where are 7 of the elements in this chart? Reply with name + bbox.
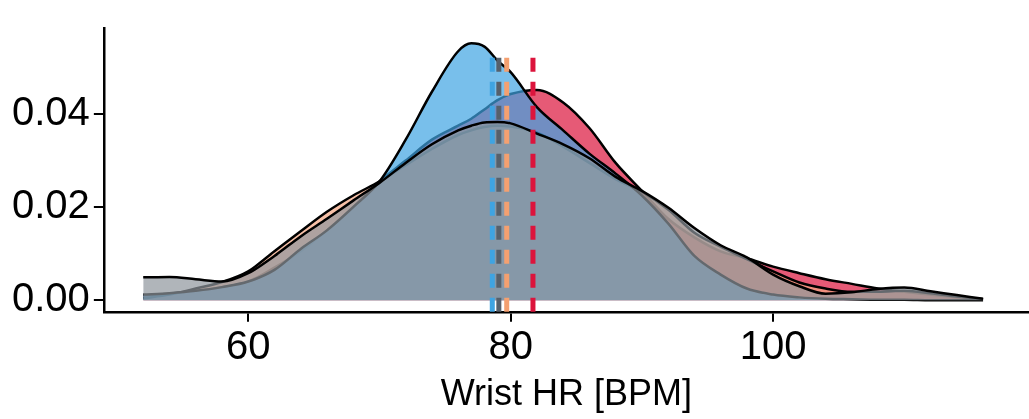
y-tick-label: 0.00 [11,275,90,320]
y-tick-label: 0.02 [11,182,90,227]
x-tick-label: 60 [225,322,271,367]
y-tick-label: 0.04 [11,89,90,134]
x-tick-label: 80 [488,322,533,367]
x-tick-label: 100 [739,322,807,367]
x-axis-title: Wrist HR [BPM] [440,372,693,414]
